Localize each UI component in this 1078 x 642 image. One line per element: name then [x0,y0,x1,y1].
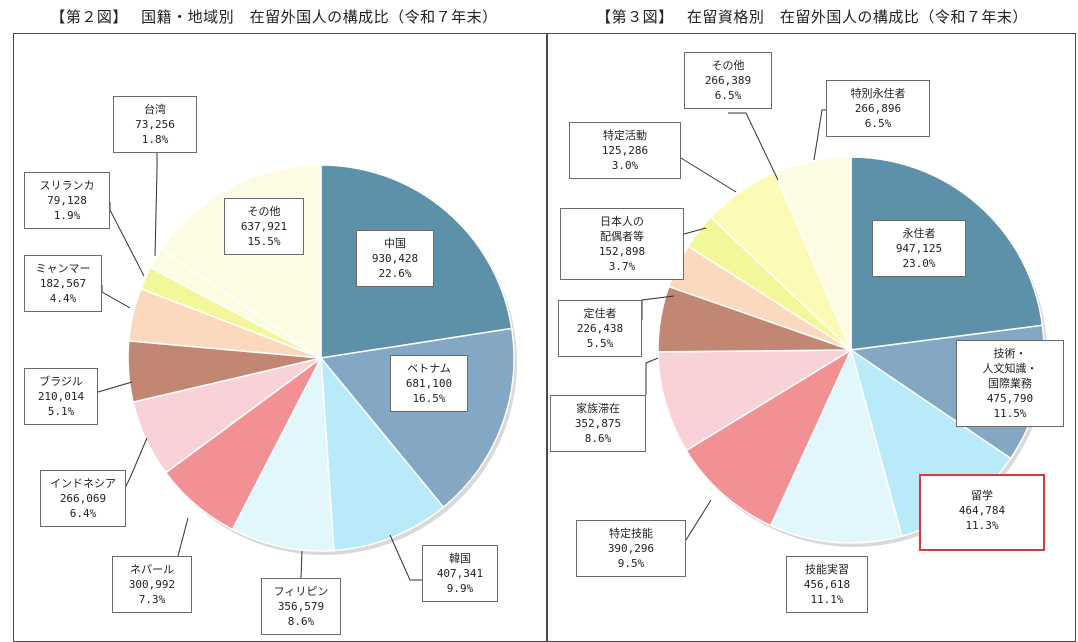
leader-line [641,295,675,320]
pie-slice [231,355,335,552]
leader-line [683,227,707,235]
leader-line [300,550,303,579]
slice-label-long-term-resident: 定住者 226,438 5.5% [558,300,642,357]
slice-label-engineer-specialist: 技術・ 人文知識・ 国際業務 475,790 11.5% [956,340,1064,427]
slice-label-indonesia: インドネシア 266,069 6.4% [40,470,126,527]
slice-label-taiwan: 台湾 73,256 1.8% [113,96,197,153]
slice-label-other: その他 266,389 6.5% [684,52,772,109]
leader-line [109,202,145,277]
slice-label-other: その他 637,921 15.5% [224,198,304,255]
slice-label-designated-activities: 特定活動 125,286 3.0% [569,122,681,179]
leader-line [389,534,422,581]
slice-label-specified-skilled: 特定技能 390,296 9.5% [576,520,686,577]
pie-slice [657,349,854,452]
leader-line [97,381,133,393]
chart-panel-nationality: 【第２図】 国籍・地域別 在留外国人の構成比（令和７年末） 中国 930,428 2… [13,8,548,642]
chart-panel-status: 【第３図】 在留資格別 在留外国人の構成比（令和７年末） 永住者 947,125 2… [546,0,1078,642]
slice-label-vietnam: ベトナム 681,100 16.5% [390,355,468,412]
leader-line [154,150,158,257]
slice-label-china: 中国 930,428 22.6% [356,230,434,287]
leader-line [101,285,131,309]
pie-chart-nationality [97,150,517,581]
leader-line [645,357,659,395]
slice-label-student: 留学 464,784 11.3% [919,474,1045,551]
leader-line [685,499,712,541]
slice-label-brazil: ブラジル 210,014 5.1% [24,368,98,425]
leader-line [125,437,148,487]
pie-slice [769,347,903,544]
leader-line [728,112,779,181]
pie-slice [685,348,853,527]
slice-label-philippines: フィリピン 356,579 8.6% [261,578,341,635]
leader-line [680,157,737,193]
slice-label-nepal: ネパール 300,992 7.3% [112,556,192,613]
slice-label-myanmar: ミャンマー 182,567 4.4% [24,255,102,312]
chart-title: 【第３図】 在留資格別 在留外国人の構成比（令和７年末） [596,8,1028,26]
slice-label-special-permanent: 特別永住者 266,896 6.5% [826,80,930,137]
slice-label-dependent: 家族滞在 352,875 8.6% [550,395,646,452]
leader-line [813,109,826,161]
slice-label-spouse-of-japanese: 日本人の 配偶者等 152,898 3.7% [560,208,684,280]
slice-label-srilanka: スリランカ 79,128 1.9% [24,172,110,229]
slice-label-technical-intern: 技能実習 456,618 11.1% [786,556,868,613]
pie-slice [320,355,445,552]
chart-title: 【第２図】 国籍・地域別 在留外国人の構成比（令和７年末） [50,8,498,26]
slice-label-korea: 韓国 407,341 9.9% [422,545,498,602]
leader-line [177,517,189,557]
slice-label-permanent-resident: 永住者 947,125 23.0% [872,220,966,277]
